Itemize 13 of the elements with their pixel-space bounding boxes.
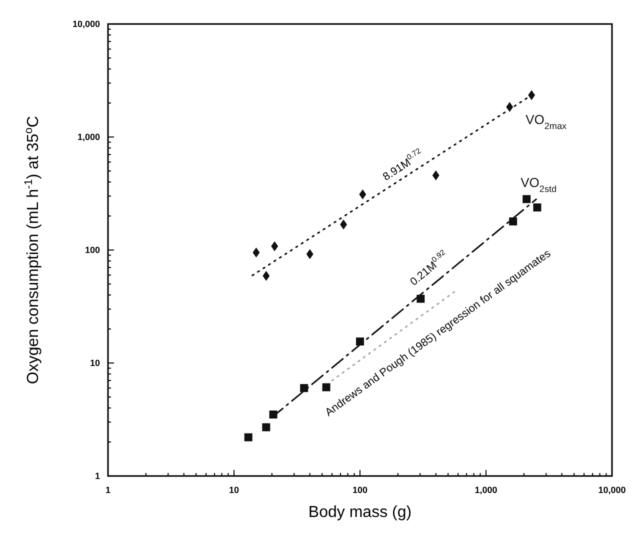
x-tick-label: 10 xyxy=(228,485,240,495)
y-tick-label: 100 xyxy=(84,245,100,255)
y-tick-label: 10,000 xyxy=(72,19,100,29)
y-tick-label: 1,000 xyxy=(77,132,100,142)
series-label: VO$_{2std}$ xyxy=(520,175,557,194)
x-tick-label: 1 xyxy=(105,485,111,495)
x-tick-label: 10,000 xyxy=(598,485,626,495)
y-tick-label: 1 xyxy=(94,471,100,481)
x-axis-title: Body mass (g) xyxy=(308,504,412,521)
x-tick-label: 1,000 xyxy=(474,485,498,495)
y-tick-label: 10 xyxy=(90,358,100,368)
x-tick-label: 100 xyxy=(352,485,368,495)
series-label: VO$_{2max}$ xyxy=(526,112,568,132)
